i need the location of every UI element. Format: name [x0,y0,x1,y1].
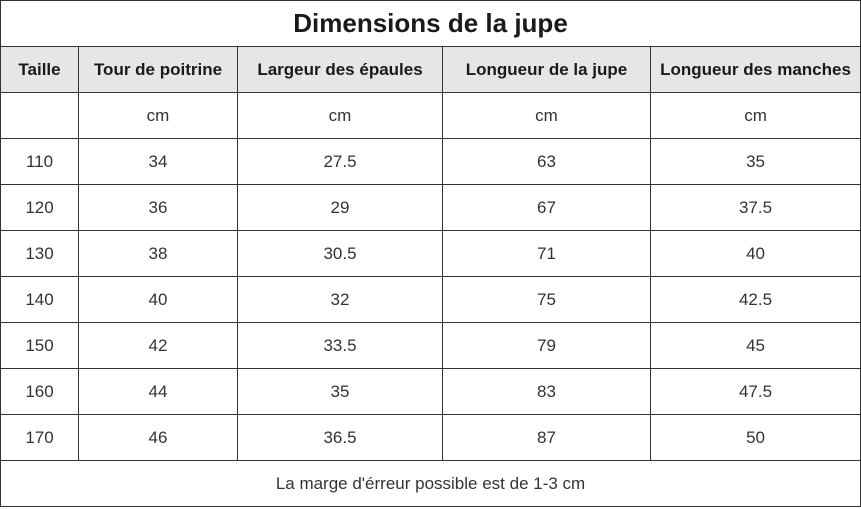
size-cell: 130 [0,230,79,277]
sleeve-length-cell: 45 [649,322,861,369]
size-cell: 170 [0,414,79,461]
chest-cell: 38 [78,230,238,277]
table-row: 150 42 33.5 79 45 [0,322,861,369]
table-row: 110 34 27.5 63 35 [0,138,861,185]
unit-cell: cm [442,92,651,139]
size-cell: 160 [0,368,79,415]
table-title: Dimensions de la jupe [0,0,861,47]
unit-row: cm cm cm cm [0,92,861,139]
size-cell: 150 [0,322,79,369]
shoulder-cell: 36.5 [237,414,443,461]
sleeve-length-cell: 37.5 [649,184,861,231]
chest-cell: 42 [78,322,238,369]
skirt-length-cell: 63 [442,138,651,185]
size-cell: 140 [0,276,79,323]
unit-cell: cm [78,92,238,139]
sleeve-length-cell: 40 [649,230,861,277]
title-row: Dimensions de la jupe [0,0,861,47]
table-row: 160 44 35 83 47.5 [0,368,861,415]
header-shoulder-width: Largeur des épaules [237,46,443,93]
table-row: 170 46 36.5 87 50 [0,414,861,461]
sleeve-length-cell: 42.5 [649,276,861,323]
chest-cell: 40 [78,276,238,323]
skirt-length-cell: 87 [442,414,651,461]
table-row: 120 36 29 67 37.5 [0,184,861,231]
shoulder-cell: 29 [237,184,443,231]
shoulder-cell: 35 [237,368,443,415]
skirt-length-cell: 75 [442,276,651,323]
skirt-length-cell: 71 [442,230,651,277]
note-row: La marge d'érreur possible est de 1-3 cm [0,460,861,507]
size-cell: 110 [0,138,79,185]
chest-cell: 44 [78,368,238,415]
shoulder-cell: 32 [237,276,443,323]
header-sleeve-length: Longueur des manches [649,46,861,93]
table-row: 140 40 32 75 42.5 [0,276,861,323]
header-skirt-length: Longueur de la jupe [442,46,651,93]
skirt-length-cell: 83 [442,368,651,415]
table-row: 130 38 30.5 71 40 [0,230,861,277]
sleeve-length-cell: 50 [649,414,861,461]
shoulder-cell: 30.5 [237,230,443,277]
error-margin-note: La marge d'érreur possible est de 1-3 cm [0,460,861,507]
header-size: Taille [0,46,79,93]
skirt-length-cell: 79 [442,322,651,369]
shoulder-cell: 27.5 [237,138,443,185]
header-chest: Tour de poitrine [78,46,238,93]
size-cell: 120 [0,184,79,231]
chest-cell: 36 [78,184,238,231]
shoulder-cell: 33.5 [237,322,443,369]
skirt-length-cell: 67 [442,184,651,231]
sleeve-length-cell: 35 [649,138,861,185]
unit-cell [0,92,79,139]
header-row: Taille Tour de poitrine Largeur des épau… [0,46,861,93]
chest-cell: 46 [78,414,238,461]
sleeve-length-cell: 47.5 [649,368,861,415]
chest-cell: 34 [78,138,238,185]
unit-cell: cm [237,92,443,139]
unit-cell: cm [649,92,861,139]
